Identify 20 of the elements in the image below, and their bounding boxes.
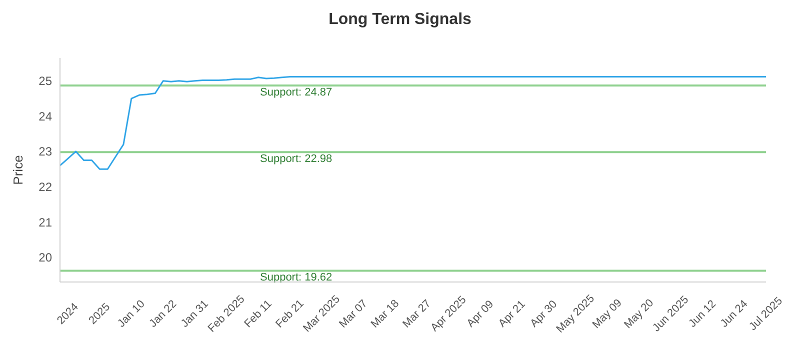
y-tick-label: 25 xyxy=(38,74,52,88)
ref-line-label: Support: 22.98 xyxy=(260,153,332,166)
y-tick-label: 20 xyxy=(38,250,52,265)
y-tick-label: 21 xyxy=(38,215,52,230)
x-tick-label: Jun 12 xyxy=(686,298,718,330)
x-tick-label: Jun 24 xyxy=(718,298,750,330)
y-tick-label: 24 xyxy=(38,109,52,124)
x-tick-label: Jan 22 xyxy=(147,298,180,330)
y-tick-label: 22 xyxy=(38,180,52,194)
x-tick-label: Apr 09 xyxy=(464,298,496,330)
chart-title: Long Term Signals xyxy=(328,10,472,30)
x-tick-label: Mar 18 xyxy=(368,298,402,330)
line-series xyxy=(59,76,767,170)
x-tick-label: Jan 10 xyxy=(115,298,148,330)
y-tick-label: 23 xyxy=(38,144,52,159)
y-axis-title: Price xyxy=(10,155,26,185)
x-tick-label: Apr 21 xyxy=(496,298,528,330)
ref-line-label: Support: 19.62 xyxy=(260,272,332,284)
x-tick-label: Mar 27 xyxy=(400,298,434,330)
ref-line-label: Support: 24.87 xyxy=(260,86,332,99)
